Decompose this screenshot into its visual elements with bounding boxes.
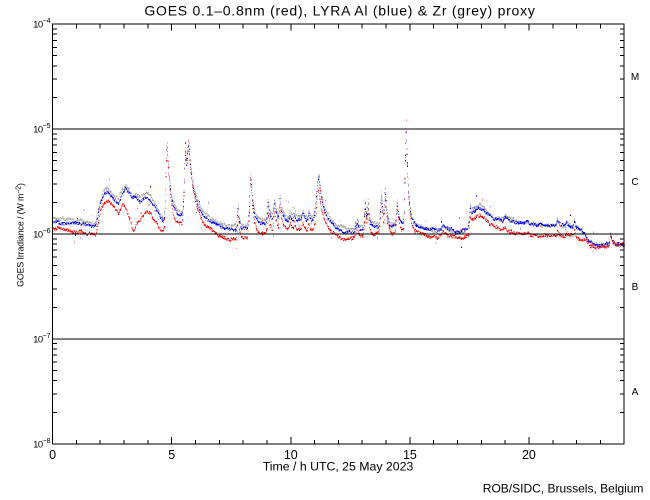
- svg-text:10: 10: [284, 448, 298, 462]
- svg-text:15: 15: [403, 448, 417, 462]
- svg-text:0: 0: [49, 448, 56, 462]
- svg-text:M: M: [631, 72, 639, 83]
- svg-text:C: C: [631, 177, 638, 188]
- svg-text:A: A: [632, 387, 639, 398]
- svg-text:B: B: [632, 282, 639, 293]
- svg-text:GOES 0.1–0.8nm (red), LYRA Al: GOES 0.1–0.8nm (red), LYRA Al (blue) & Z…: [144, 3, 535, 19]
- svg-text:ROB/SIDC, Brussels, Belgium: ROB/SIDC, Brussels, Belgium: [483, 482, 644, 496]
- svg-text:Time / h UTC, 25 May 2023: Time / h UTC, 25 May 2023: [263, 459, 414, 473]
- svg-text:20: 20: [522, 448, 536, 462]
- svg-text:GOES Irradiance / (W m−2): GOES Irradiance / (W m−2): [16, 183, 26, 287]
- svg-text:5: 5: [168, 448, 175, 462]
